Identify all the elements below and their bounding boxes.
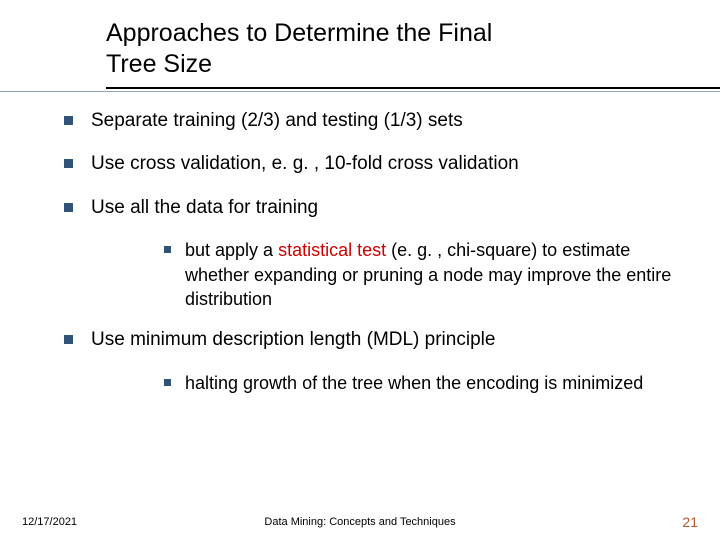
square-bullet-icon bbox=[64, 335, 73, 344]
bullet-item-2: Use cross validation, e. g. , 10-fold cr… bbox=[64, 151, 680, 177]
bullet-item-3: Use all the data for training bbox=[64, 195, 680, 221]
bullet-text: Use cross validation, e. g. , 10-fold cr… bbox=[91, 151, 519, 177]
square-bullet-icon bbox=[64, 203, 73, 212]
title-line-2: Tree Size bbox=[106, 50, 212, 78]
square-bullet-icon bbox=[64, 159, 73, 168]
title-rule-top bbox=[106, 87, 720, 89]
square-bullet-icon bbox=[164, 379, 171, 386]
text-run: but apply a bbox=[185, 240, 278, 260]
bullet-item-1: Separate training (2/3) and testing (1/3… bbox=[64, 108, 680, 134]
footer-date: 12/17/2021 bbox=[22, 516, 77, 528]
bullet-item-4: Use minimum description length (MDL) pri… bbox=[64, 327, 680, 353]
page-number: 21 bbox=[682, 514, 698, 530]
footer: 12/17/2021 Data Mining: Concepts and Tec… bbox=[0, 514, 720, 530]
bullet-text: Use minimum description length (MDL) pri… bbox=[91, 327, 495, 353]
square-bullet-icon bbox=[64, 116, 73, 125]
footer-title: Data Mining: Concepts and Techniques bbox=[264, 516, 455, 528]
content-area: Separate training (2/3) and testing (1/3… bbox=[0, 92, 720, 396]
bullet-text: Separate training (2/3) and testing (1/3… bbox=[91, 108, 463, 134]
sub-bullet-text: halting growth of the tree when the enco… bbox=[185, 371, 643, 395]
highlight-text: statistical test bbox=[278, 240, 386, 260]
square-bullet-icon bbox=[164, 246, 171, 253]
title-block: Approaches to Determine the Final Tree S… bbox=[0, 0, 600, 81]
sub-bullet-item-4a: halting growth of the tree when the enco… bbox=[164, 371, 680, 395]
bullet-text: Use all the data for training bbox=[91, 195, 318, 221]
sub-bullet-item-3a: but apply a statistical test (e. g. , ch… bbox=[164, 238, 680, 311]
title-line-1: Approaches to Determine the Final bbox=[106, 19, 492, 47]
sub-bullet-text: but apply a statistical test (e. g. , ch… bbox=[185, 238, 680, 311]
slide: Approaches to Determine the Final Tree S… bbox=[0, 0, 720, 540]
slide-title: Approaches to Determine the Final Tree S… bbox=[106, 18, 600, 81]
